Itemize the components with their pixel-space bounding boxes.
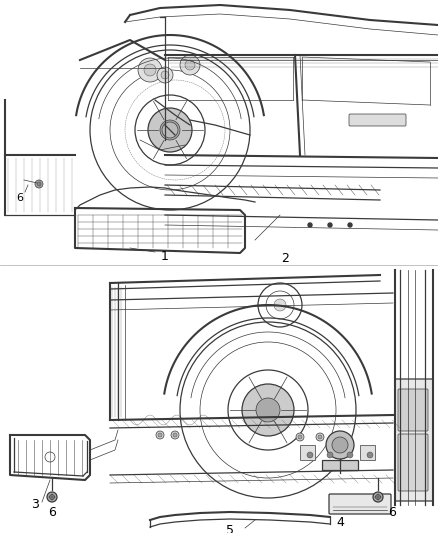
Circle shape	[274, 299, 286, 311]
Circle shape	[318, 435, 322, 439]
Circle shape	[327, 452, 333, 458]
Circle shape	[326, 431, 354, 459]
Text: 5: 5	[226, 523, 234, 533]
FancyBboxPatch shape	[398, 434, 428, 491]
Circle shape	[242, 384, 294, 436]
FancyBboxPatch shape	[322, 460, 358, 470]
Circle shape	[348, 223, 352, 227]
FancyBboxPatch shape	[300, 445, 315, 460]
Circle shape	[173, 433, 177, 437]
Circle shape	[158, 433, 162, 437]
Circle shape	[296, 433, 304, 441]
Circle shape	[161, 71, 169, 79]
Circle shape	[160, 120, 180, 140]
Circle shape	[35, 180, 43, 188]
Circle shape	[180, 55, 200, 75]
Text: 6: 6	[48, 506, 56, 520]
Circle shape	[316, 433, 324, 441]
Circle shape	[298, 435, 302, 439]
Circle shape	[157, 67, 173, 83]
Circle shape	[144, 64, 156, 76]
FancyBboxPatch shape	[395, 379, 433, 501]
FancyBboxPatch shape	[360, 445, 375, 460]
Text: 1: 1	[161, 249, 169, 262]
Circle shape	[47, 492, 57, 502]
Circle shape	[171, 431, 179, 439]
FancyBboxPatch shape	[349, 114, 406, 126]
Circle shape	[148, 108, 192, 152]
Circle shape	[332, 437, 348, 453]
Circle shape	[138, 58, 162, 82]
Circle shape	[307, 452, 313, 458]
FancyBboxPatch shape	[329, 494, 391, 514]
Circle shape	[256, 398, 280, 422]
Text: 3: 3	[31, 498, 39, 512]
Circle shape	[328, 223, 332, 227]
Text: 6: 6	[388, 506, 396, 520]
Circle shape	[185, 60, 195, 70]
Circle shape	[162, 122, 178, 138]
Circle shape	[367, 452, 373, 458]
Text: 2: 2	[281, 252, 289, 264]
Circle shape	[49, 495, 54, 499]
Circle shape	[37, 182, 41, 186]
Circle shape	[308, 223, 312, 227]
Text: 6: 6	[17, 193, 24, 203]
Circle shape	[375, 495, 381, 499]
Text: 4: 4	[336, 516, 344, 529]
Circle shape	[347, 452, 353, 458]
Circle shape	[156, 431, 164, 439]
FancyBboxPatch shape	[398, 389, 428, 431]
Circle shape	[373, 492, 383, 502]
